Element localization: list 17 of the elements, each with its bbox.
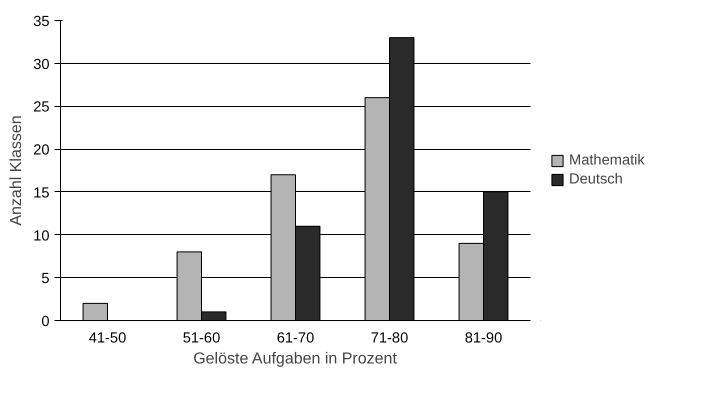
y-axis-title: Anzahl Klassen — [8, 115, 26, 226]
y-tick-label: 25 — [33, 100, 50, 116]
x-tick-label: 41-50 — [88, 330, 126, 346]
legend-label: Mathematik — [569, 152, 645, 168]
x-tick-label: 51-60 — [182, 330, 220, 346]
y-tick-label: 35 — [33, 14, 50, 30]
x-tick-label: 61-70 — [276, 330, 314, 346]
x-tick-label: 71-80 — [370, 330, 408, 346]
y-tick-label: 15 — [33, 185, 50, 202]
x-tick-label: 81-90 — [464, 330, 502, 346]
y-tick-label: 30 — [33, 56, 50, 73]
y-tick-label: 5 — [41, 271, 50, 288]
y-tick-label: 20 — [33, 142, 50, 159]
y-tick-label: 10 — [33, 228, 50, 244]
y-tick-label: 0 — [41, 314, 50, 330]
legend-label: Deutsch — [569, 172, 623, 188]
x-axis-title: Gelöste Aufgaben in Prozent — [193, 350, 398, 368]
